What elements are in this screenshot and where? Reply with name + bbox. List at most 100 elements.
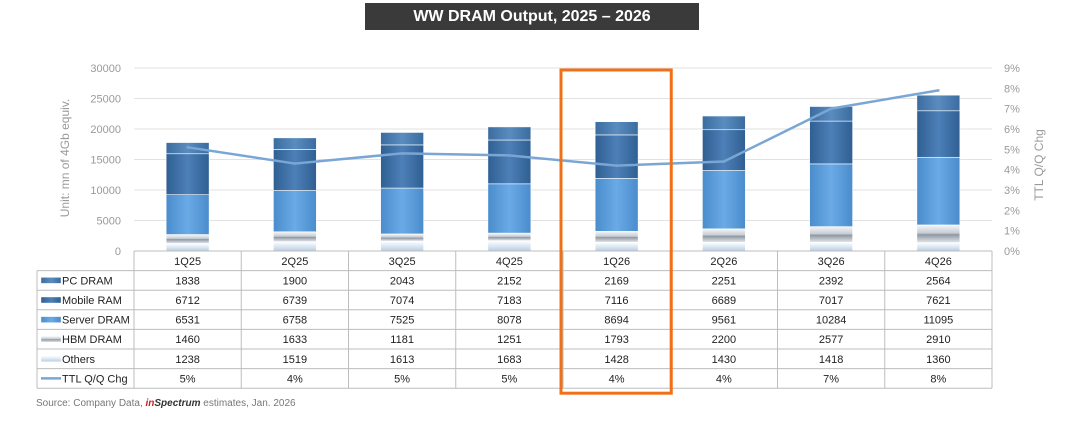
cell-pc-dram-4q26: 2564 xyxy=(926,275,950,287)
bar-mobile-ram-4q26 xyxy=(916,110,961,158)
category-label-2q25: 2Q25 xyxy=(281,256,308,268)
y-tick-label: 5000 xyxy=(97,216,121,228)
bar-hbm-dram-3q25 xyxy=(380,233,424,242)
cell-pc-dram-3q25: 2043 xyxy=(390,275,414,287)
y-tick-label: 20000 xyxy=(90,124,121,136)
chart-title: WW DRAM Output, 2025 – 2026 xyxy=(365,3,699,30)
y2-tick-label: 1% xyxy=(1004,226,1020,238)
category-label-1q26: 1Q26 xyxy=(603,256,630,268)
y2-tick-label: 7% xyxy=(1004,104,1020,116)
bar-hbm-dram-2q25 xyxy=(273,231,317,243)
line-point-3q25 xyxy=(400,152,404,155)
y-tick-label: 15000 xyxy=(90,155,121,167)
bar-hbm-dram-4q26 xyxy=(916,224,961,244)
line-point-2q26 xyxy=(722,160,726,163)
cell-ttl-q-q-chg-3q26: 7% xyxy=(823,373,839,385)
cell-hbm-dram-4q25: 1251 xyxy=(497,334,521,346)
row-name-pc-dram: PC DRAM xyxy=(62,275,113,287)
cell-others-4q25: 1683 xyxy=(497,354,521,366)
cell-pc-dram-1q25: 1838 xyxy=(175,275,199,287)
bar-server-dram-4q26 xyxy=(916,156,961,226)
bar-mobile-ram-3q25 xyxy=(380,144,424,189)
bar-others-3q25 xyxy=(380,240,424,252)
bar-mobile-ram-3q26 xyxy=(809,120,853,165)
bar-mobile-ram-2q26 xyxy=(702,129,746,171)
cell-others-4q26: 1360 xyxy=(926,354,950,366)
legend-key-mobile-ram xyxy=(40,296,62,304)
category-label-4q26: 4Q26 xyxy=(925,256,952,268)
cell-others-2q26: 1430 xyxy=(712,354,736,366)
bar-pc-dram-2q26 xyxy=(702,115,746,131)
bar-others-2q25 xyxy=(273,241,317,252)
row-name-ttl-q-q-chg: TTL Q/Q Chg xyxy=(62,373,128,385)
line-point-4q25 xyxy=(508,154,511,157)
cell-hbm-dram-3q25: 1181 xyxy=(390,334,414,346)
bar-hbm-dram-3q26 xyxy=(809,226,853,243)
row-name-hbm-dram: HBM DRAM xyxy=(62,334,122,346)
cell-others-1q25: 1238 xyxy=(175,354,199,366)
bar-others-4q25 xyxy=(487,240,532,252)
bar-others-2q26 xyxy=(702,241,746,252)
category-label-4q25: 4Q25 xyxy=(496,256,523,268)
y2-tick-label: 6% xyxy=(1004,124,1020,136)
stacked-bars xyxy=(165,94,961,252)
cell-server-dram-3q25: 7525 xyxy=(390,315,414,327)
bar-server-dram-3q25 xyxy=(380,187,424,235)
bar-server-dram-1q25 xyxy=(165,194,210,235)
cell-server-dram-3q26: 10284 xyxy=(816,315,847,327)
bar-others-1q25 xyxy=(165,243,210,252)
category-label-3q26: 3Q26 xyxy=(818,256,845,268)
y-tick-label: 0 xyxy=(115,246,121,258)
category-label-1q25: 1Q25 xyxy=(174,256,201,268)
bar-hbm-dram-1q26 xyxy=(594,231,639,243)
cell-others-1q26: 1428 xyxy=(604,354,628,366)
cell-hbm-dram-3q26: 2577 xyxy=(819,334,843,346)
cell-pc-dram-2q26: 2251 xyxy=(712,275,736,287)
bar-mobile-ram-4q25 xyxy=(487,139,532,185)
bar-server-dram-2q25 xyxy=(273,190,317,233)
bar-hbm-dram-4q25 xyxy=(487,232,532,242)
bar-pc-dram-2q25 xyxy=(273,137,317,150)
source-suffix: estimates, Jan. 2026 xyxy=(200,398,296,409)
y2-tick-label: 3% xyxy=(1004,185,1020,197)
category-label-2q26: 2Q26 xyxy=(710,256,737,268)
bar-pc-dram-4q25 xyxy=(487,126,532,141)
bar-pc-dram-4q26 xyxy=(916,94,961,112)
brand-spectrum: Spectrum xyxy=(154,398,201,409)
cell-ttl-q-q-chg-4q25: 5% xyxy=(501,373,517,385)
line-ttl-q-q-chg xyxy=(187,89,939,167)
y2-tick-label: 9% xyxy=(1004,63,1020,75)
bar-server-dram-1q26 xyxy=(594,178,639,232)
brand-in: in xyxy=(145,398,155,409)
cell-others-3q25: 1613 xyxy=(390,354,414,366)
bar-mobile-ram-2q25 xyxy=(273,149,317,191)
right-axis-title: TTL Q/Q Chg xyxy=(1032,129,1046,201)
cell-server-dram-1q25: 6531 xyxy=(175,315,199,327)
cell-ttl-q-q-chg-2q26: 4% xyxy=(716,373,732,385)
cell-hbm-dram-4q26: 2910 xyxy=(926,334,950,346)
cell-mobile-ram-4q26: 7621 xyxy=(926,295,950,307)
y-tick-label: 25000 xyxy=(90,94,121,106)
row-name-server-dram: Server DRAM xyxy=(62,315,130,327)
y2-tick-label: 4% xyxy=(1004,165,1020,177)
cell-mobile-ram-2q26: 6689 xyxy=(712,295,736,307)
row-name-others: Others xyxy=(62,354,96,366)
bar-pc-dram-3q26 xyxy=(809,106,853,122)
cell-hbm-dram-1q25: 1460 xyxy=(175,334,199,346)
line-point-1q25 xyxy=(186,146,189,149)
cell-mobile-ram-1q26: 7116 xyxy=(605,295,629,307)
line-point-2q25 xyxy=(293,162,297,165)
cell-pc-dram-2q25: 1900 xyxy=(283,275,307,287)
cell-ttl-q-q-chg-3q25: 5% xyxy=(394,373,410,385)
y2-tick-label: 2% xyxy=(1004,205,1020,217)
cell-pc-dram-3q26: 2392 xyxy=(819,275,843,287)
bar-pc-dram-3q25 xyxy=(380,132,424,146)
cell-others-2q25: 1519 xyxy=(283,354,307,366)
cell-server-dram-4q25: 8078 xyxy=(497,315,521,327)
cell-server-dram-4q26: 11095 xyxy=(923,315,953,327)
cell-mobile-ram-3q26: 7017 xyxy=(819,295,843,307)
cell-ttl-q-q-chg-4q26: 8% xyxy=(930,373,946,385)
highlight-box xyxy=(559,68,673,395)
y2-tick-label: 5% xyxy=(1004,144,1020,156)
right-axis-ticks: 9% 8% 7% 6% 5% 4% 3% 2% 1% 0% xyxy=(1004,63,1020,258)
